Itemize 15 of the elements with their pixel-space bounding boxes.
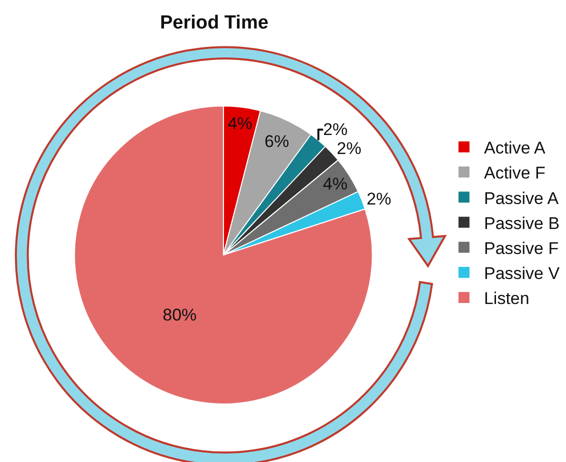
legend-label: Active F	[484, 164, 546, 183]
data-label: 2%	[366, 189, 392, 208]
chart-title: Period Time	[160, 12, 268, 34]
data-label: 4%	[228, 114, 252, 134]
legend-label: Passive F	[484, 238, 559, 258]
data-label: 4%	[322, 174, 348, 194]
data-label: 6%	[264, 132, 290, 151]
data-label: 2%	[323, 120, 348, 140]
legend-label: Passive V	[484, 264, 560, 284]
legend-label: Passive B	[484, 214, 560, 233]
data-label: 80%	[162, 306, 197, 325]
data-label: 2%	[336, 139, 362, 158]
legend-label: Active A	[484, 138, 546, 158]
legend-label: Listen	[484, 289, 530, 308]
legend-label: Passive A	[484, 188, 560, 208]
